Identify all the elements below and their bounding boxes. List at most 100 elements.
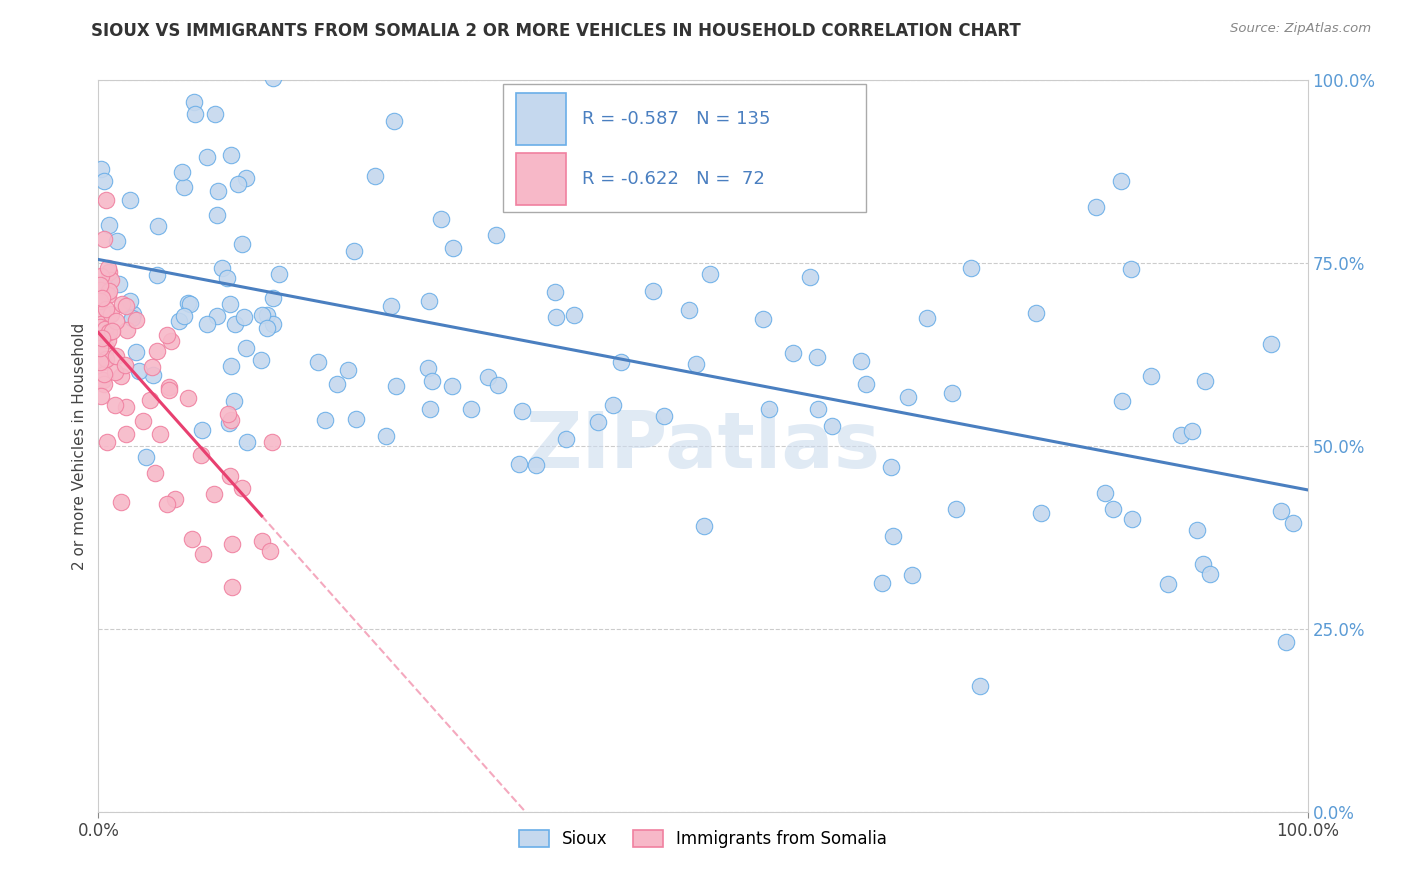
Point bbox=[125, 313, 148, 327]
Point bbox=[217, 270, 239, 285]
Point bbox=[235, 342, 257, 356]
Point bbox=[207, 208, 229, 222]
Point bbox=[262, 318, 284, 332]
Point bbox=[440, 379, 463, 393]
Point bbox=[610, 355, 633, 369]
Point bbox=[1270, 504, 1292, 518]
Point bbox=[89, 355, 111, 369]
Point bbox=[477, 370, 499, 384]
Point bbox=[1275, 635, 1298, 649]
Y-axis label: 2 or more Vehicles in Household: 2 or more Vehicles in Household bbox=[72, 322, 87, 570]
Point bbox=[157, 383, 180, 397]
Point bbox=[685, 357, 707, 371]
Point bbox=[97, 284, 120, 298]
Point bbox=[693, 519, 716, 533]
Point bbox=[544, 285, 567, 299]
Point bbox=[93, 278, 115, 293]
Point bbox=[105, 235, 128, 249]
Point bbox=[190, 448, 212, 462]
Point bbox=[115, 323, 138, 337]
Point bbox=[202, 487, 225, 501]
Point bbox=[554, 433, 576, 447]
Legend: Sioux, Immigrants from Somalia: Sioux, Immigrants from Somalia bbox=[510, 822, 896, 856]
Point bbox=[1121, 511, 1143, 525]
Point bbox=[219, 148, 242, 162]
Point bbox=[344, 412, 367, 426]
Point bbox=[325, 377, 347, 392]
Point bbox=[252, 308, 274, 322]
Point bbox=[849, 354, 872, 368]
Point bbox=[125, 345, 148, 359]
Point bbox=[219, 413, 242, 427]
Point bbox=[111, 297, 134, 311]
Point bbox=[232, 310, 254, 325]
Point bbox=[98, 265, 121, 279]
Point bbox=[224, 394, 246, 409]
Point bbox=[145, 466, 167, 480]
Point bbox=[103, 365, 125, 379]
Point bbox=[93, 377, 115, 392]
Point bbox=[89, 320, 111, 334]
Point bbox=[486, 378, 509, 392]
Point bbox=[337, 363, 360, 377]
Point bbox=[941, 385, 963, 400]
Point bbox=[97, 333, 120, 347]
Point bbox=[94, 194, 117, 208]
Point bbox=[179, 296, 201, 310]
Point bbox=[96, 287, 118, 301]
Point bbox=[1139, 368, 1161, 383]
Point bbox=[94, 322, 117, 336]
Point bbox=[191, 423, 214, 437]
Point bbox=[157, 380, 180, 394]
Point bbox=[562, 308, 585, 322]
Point bbox=[177, 391, 200, 405]
FancyBboxPatch shape bbox=[516, 153, 567, 205]
Point bbox=[118, 293, 141, 308]
Point bbox=[219, 469, 242, 483]
Point bbox=[758, 401, 780, 416]
Point bbox=[149, 426, 172, 441]
Point bbox=[218, 416, 240, 430]
Point bbox=[652, 409, 675, 423]
Point bbox=[236, 435, 259, 450]
FancyBboxPatch shape bbox=[516, 93, 567, 145]
Point bbox=[485, 228, 508, 243]
Point bbox=[90, 161, 112, 176]
Point bbox=[870, 576, 893, 591]
Point bbox=[148, 219, 170, 233]
Point bbox=[267, 267, 290, 281]
Point bbox=[752, 311, 775, 326]
Point bbox=[375, 429, 398, 443]
Point bbox=[221, 537, 243, 551]
Point bbox=[945, 501, 967, 516]
Point bbox=[226, 177, 249, 191]
Point bbox=[97, 287, 120, 301]
Point bbox=[93, 355, 115, 369]
Point bbox=[96, 342, 118, 356]
Point bbox=[105, 314, 128, 328]
Point bbox=[195, 150, 218, 164]
Point bbox=[156, 498, 179, 512]
Point bbox=[224, 317, 246, 331]
Point bbox=[623, 185, 645, 199]
Point bbox=[121, 307, 143, 321]
Point bbox=[184, 107, 207, 121]
Point bbox=[204, 107, 226, 121]
Point bbox=[1170, 428, 1192, 442]
Point bbox=[183, 95, 205, 109]
Point bbox=[142, 368, 165, 382]
Point bbox=[782, 346, 804, 360]
Point bbox=[419, 402, 441, 417]
Point bbox=[115, 427, 138, 442]
Point bbox=[105, 349, 128, 363]
Point bbox=[91, 373, 114, 387]
Point bbox=[678, 303, 700, 318]
Point bbox=[259, 544, 281, 558]
Point bbox=[219, 296, 242, 310]
Point bbox=[231, 237, 253, 252]
Point bbox=[172, 165, 194, 179]
Point bbox=[219, 359, 242, 373]
Point bbox=[93, 174, 115, 188]
Point bbox=[260, 435, 283, 450]
Point bbox=[262, 291, 284, 305]
